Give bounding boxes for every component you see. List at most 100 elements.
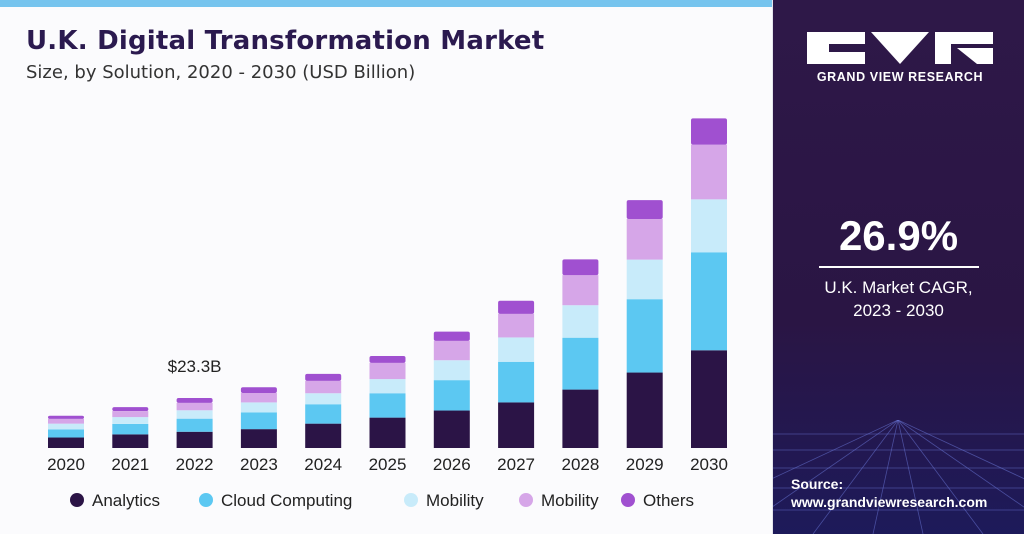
- grid-floor-decoration: [773, 420, 1024, 534]
- bar-stack-2023: [240, 387, 277, 448]
- bar-segment: [48, 429, 84, 438]
- bar-segment: [433, 410, 470, 448]
- cagr-label-line-2: 2023 - 2030: [853, 301, 944, 320]
- bar-segment: [562, 305, 599, 338]
- bar-segment: [112, 417, 149, 424]
- bar-segment: [562, 259, 599, 276]
- legend-label: Others: [643, 491, 694, 510]
- bar-stack-2024: [305, 373, 342, 448]
- info-panel: GRAND VIEW RESEARCH 26.9% U.K. Market CA…: [773, 0, 1024, 534]
- x-tick-label: 2023: [240, 455, 278, 474]
- x-tick-label: 2027: [497, 455, 535, 474]
- bar-segment: [562, 337, 599, 390]
- bar-segment: [48, 437, 84, 448]
- legend-item: Others: [621, 491, 694, 510]
- bar-segment: [691, 144, 727, 200]
- x-tick-label: 2026: [433, 455, 471, 474]
- bar-segment: [369, 417, 406, 448]
- bar-segment: [305, 404, 342, 424]
- bar-segment: [240, 387, 277, 393]
- bar-segment: [433, 380, 470, 411]
- legend-item: Cloud Computing: [199, 491, 352, 510]
- bar-segment: [369, 356, 406, 363]
- source-link[interactable]: www.grandviewresearch.com: [791, 494, 988, 510]
- bar-stack-2021: [112, 407, 149, 448]
- bar-segment: [369, 393, 406, 418]
- bar-segment: [562, 275, 599, 306]
- legend-label: Mobility: [426, 491, 484, 510]
- bar-segment: [48, 423, 84, 430]
- bar-segment: [433, 331, 470, 341]
- bar-segment: [562, 389, 599, 448]
- bar-segment: [498, 361, 535, 403]
- bar-segment: [240, 412, 277, 430]
- bar-segment: [626, 219, 663, 260]
- bar-segment: [498, 402, 535, 448]
- bar-segment: [626, 299, 663, 373]
- bar-segment: [498, 313, 535, 338]
- bar-segment: [369, 362, 406, 380]
- bar-segment: [691, 350, 727, 448]
- bar-segment: [176, 418, 213, 432]
- x-tick-label: 2028: [561, 455, 599, 474]
- grand-view-research-logo: [807, 32, 993, 64]
- x-tick-label: 2022: [176, 455, 214, 474]
- x-tick-label: 2024: [304, 455, 342, 474]
- cagr-label-line-1: U.K. Market CAGR,: [824, 278, 973, 297]
- bar-segment: [433, 340, 470, 361]
- bar-segment: [691, 118, 727, 145]
- legend-swatch: [70, 493, 84, 507]
- chart-panel: U.K. Digital Transformation Market Size,…: [0, 0, 773, 534]
- chart-title: U.K. Digital Transformation Market: [26, 26, 545, 56]
- cagr-divider: [819, 266, 979, 268]
- bar-segment: [305, 373, 342, 381]
- cagr-value: 26.9%: [838, 212, 959, 259]
- legend-swatch: [621, 493, 635, 507]
- legend-label: Cloud Computing: [221, 491, 352, 510]
- bar-stack-2025: [369, 356, 406, 448]
- chart-subtitle: Size, by Solution, 2020 - 2030 (USD Bill…: [26, 62, 416, 83]
- bar-segment: [691, 199, 727, 253]
- data-annotation: $23.3B: [168, 357, 222, 376]
- bar-segment: [305, 423, 342, 448]
- bar-segment: [48, 418, 84, 424]
- bar-segment: [626, 200, 663, 220]
- stacked-bar-chart: 2020 2021 2022 2023 2024 2025 2026 2027 2028 2029…: [47, 118, 728, 510]
- bar-segment: [176, 431, 213, 448]
- bar-stack-2027: [498, 300, 535, 448]
- bar-segment: [305, 393, 342, 405]
- bar-segment: [176, 402, 213, 411]
- source-label: Source:: [791, 476, 844, 492]
- bar-stack-2022: [176, 397, 213, 448]
- bar-segment: [176, 410, 213, 419]
- x-tick-label: 2020: [47, 455, 85, 474]
- legend-item: Mobility: [519, 491, 599, 510]
- bar-segment: [112, 423, 149, 435]
- bar-segment: [369, 379, 406, 394]
- bar-stack-2029: [626, 200, 663, 448]
- x-tick-label: 2025: [369, 455, 407, 474]
- bar-segment: [626, 259, 663, 300]
- x-tick-label: 2030: [690, 455, 728, 474]
- bar-segment: [240, 392, 277, 403]
- accent-bar: [0, 0, 772, 7]
- legend-item: Mobility: [404, 491, 484, 510]
- bar-segment: [112, 434, 149, 448]
- legend-label: Mobility: [541, 491, 599, 510]
- bar-segment: [691, 252, 727, 351]
- bar-segment: [48, 415, 84, 419]
- brand-name: GRAND VIEW RESEARCH: [816, 70, 984, 84]
- bar-segment: [305, 380, 342, 394]
- legend-label: Analytics: [92, 491, 160, 510]
- legend-swatch: [404, 493, 418, 507]
- bar-segment: [433, 360, 470, 381]
- legend-swatch: [519, 493, 533, 507]
- bar-segment: [176, 397, 213, 403]
- bar-stack-2028: [562, 259, 599, 448]
- bar-stack-2020: [48, 415, 84, 448]
- bar-segment: [498, 337, 535, 362]
- bar-stack-2030: [691, 118, 727, 448]
- bar-segment: [112, 407, 149, 412]
- bar-segment: [626, 372, 663, 448]
- bar-segment: [240, 429, 277, 448]
